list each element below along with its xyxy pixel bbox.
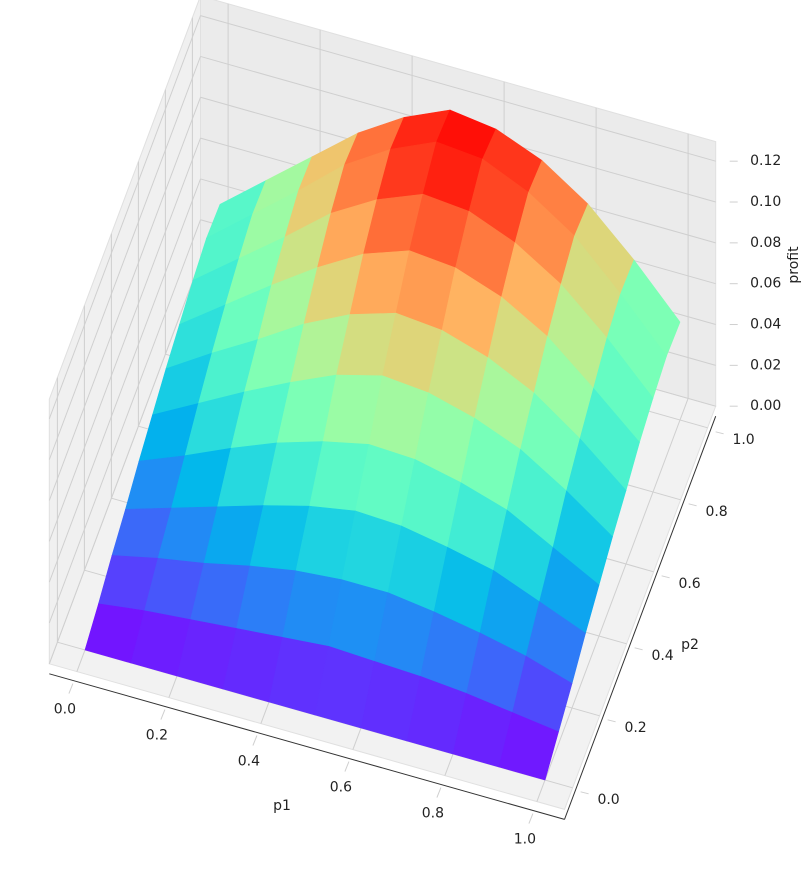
tick-mark [528,813,534,824]
grid-line [536,398,689,802]
tick-mark [344,761,350,772]
y-tick-label: 0.8 [705,504,727,520]
y-axis-label: p2 [681,637,699,653]
z-tick-label: 0.06 [750,276,781,292]
grid-line [48,137,201,542]
y-tick-label: 1.0 [732,432,754,448]
labels: p1 p2 profit 0.0 0.2 0.4 0.6 0.8 1.0 0.0 0.2 0.4… [54,153,802,847]
surface [84,109,681,781]
z-tick-label: 0.00 [750,398,781,414]
axis-line [564,416,717,820]
x-tick-label: 0.6 [330,780,352,796]
y-tick-label: 0.6 [678,576,700,592]
tick-mark [715,431,724,435]
tick-mark [634,647,643,651]
grid-line [48,178,201,583]
y-tick-label: 0.2 [624,720,646,736]
z-tick-label: 0.10 [750,194,781,210]
z-tick-label: 0.02 [750,357,781,373]
grid-line [48,56,201,460]
surface-cell [498,712,559,781]
tick-mark [580,791,589,795]
tick-mark [661,575,670,579]
x-tick-label: 0.0 [54,702,76,718]
z-tick-label: 0.12 [750,153,781,169]
x-tick-label: 0.4 [238,754,260,770]
grid-line [48,15,201,419]
x-tick-label: 1.0 [514,832,536,848]
tick-mark [252,735,258,746]
x-tick-label: 0.8 [422,806,444,822]
tick-mark [160,709,166,720]
x-axis-label: p1 [273,798,291,814]
tick-mark [436,787,442,798]
z-tick-label: 0.04 [750,317,781,333]
z-axis-label: profit [786,246,802,284]
y-tick-label: 0.0 [597,792,619,808]
y-tick-label: 0.4 [651,648,673,664]
tick-mark [607,719,616,723]
grid-line [200,15,716,162]
axis-line [49,673,565,820]
z-tick-label: 0.08 [750,235,781,251]
x-tick-label: 0.2 [146,728,168,744]
grid-line [48,97,201,501]
tick-mark [688,503,697,507]
grid-line [48,260,201,664]
tick-mark [68,683,74,694]
grid-line [48,219,201,624]
